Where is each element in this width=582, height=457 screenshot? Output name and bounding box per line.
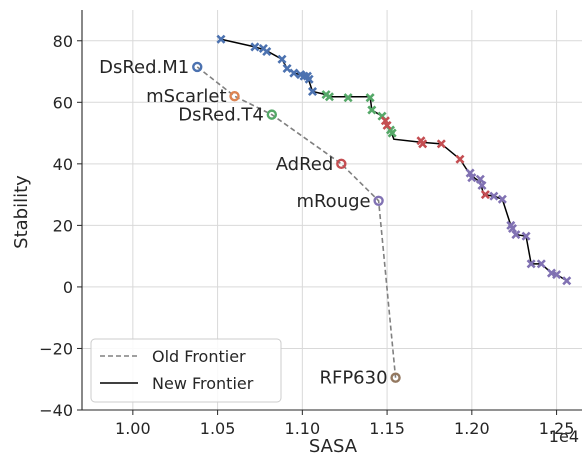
x-tick-label: 1.00 [115, 419, 151, 438]
x-axis-label: SASA [309, 436, 358, 457]
y-tick-label: 40 [53, 155, 73, 174]
y-axis-label: Stability [11, 175, 32, 249]
y-tick-label: −20 [39, 339, 73, 358]
legend-old-frontier-label: Old Frontier [152, 347, 246, 366]
point-label: DsRed.M1 [99, 57, 189, 78]
legend: Old Frontier New Frontier [91, 339, 281, 402]
x-tick-label: 1.15 [369, 419, 405, 438]
y-tick-label: 0 [63, 278, 73, 297]
y-tick-label: 60 [53, 93, 73, 112]
x-tick-label: 1.05 [200, 419, 236, 438]
point-label: DsRed.T4 [178, 105, 264, 126]
y-tick-label: 80 [53, 32, 73, 51]
x-tick-label: 1.20 [454, 419, 490, 438]
y-tick-label: 20 [53, 216, 73, 235]
legend-new-frontier-label: New Frontier [152, 374, 254, 393]
y-tick-label: −40 [39, 401, 73, 420]
point-label: AdRed [276, 154, 334, 175]
point-label: mRouge [296, 191, 370, 212]
point-label: RFP630 [319, 368, 387, 389]
x-offset-text: 1e4 [549, 427, 579, 446]
